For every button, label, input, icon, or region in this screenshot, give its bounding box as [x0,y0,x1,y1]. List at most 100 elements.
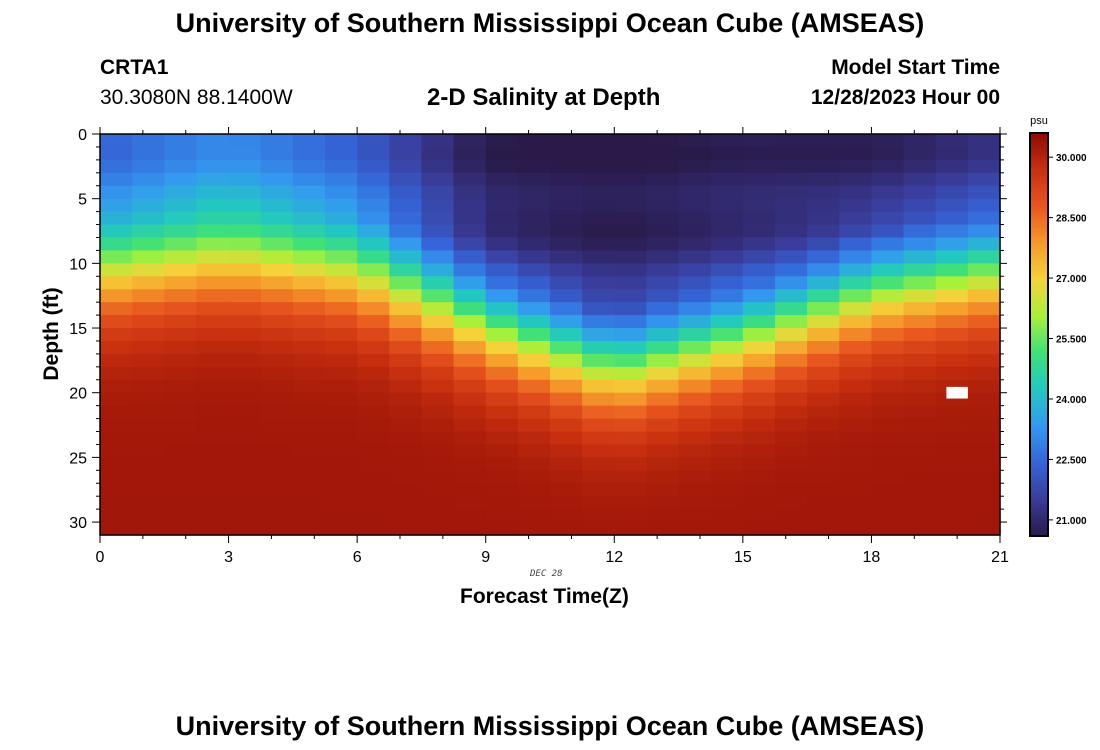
heatmap-cell [967,237,1001,252]
heatmap-cell [646,198,680,213]
heatmap-cell [517,315,551,329]
heatmap-cell [228,211,262,226]
heatmap-cell [775,289,808,303]
date-note: DEC 28 [530,569,563,579]
heatmap-cell [742,496,776,510]
heatmap-cell [357,431,390,446]
heatmap-cell [775,366,808,381]
heatmap-cell [325,457,358,471]
heatmap-cell [742,289,776,303]
heatmap-cell [292,302,326,316]
heatmap-cell [967,522,1001,536]
heatmap-cell [228,185,262,200]
heatmap-cell [228,457,262,471]
heatmap-cell [325,250,358,264]
heatmap-cell [678,392,712,407]
heatmap-cell [421,340,455,355]
heatmap-cell [935,444,969,458]
heatmap-cell [228,237,262,252]
heatmap-cell [132,496,165,510]
heatmap-cell [517,159,551,174]
heatmap-cell [453,302,487,316]
heatmap-cell [389,224,423,239]
heatmap-cell [646,496,680,510]
heatmap-cell [614,185,648,200]
heatmap-cell [646,315,680,329]
heatmap-cell [453,522,487,536]
heatmap-cell [325,172,358,187]
heatmap-cell [903,198,937,213]
y-axis-label: Depth (ft) [40,287,63,381]
heatmap-cell [260,483,294,497]
heatmap-cell [742,237,776,252]
heatmap-cell [517,302,551,316]
heatmap-cell [935,134,969,148]
heatmap-cell [614,509,648,523]
heatmap-cell [453,211,487,226]
heatmap-cell [871,418,905,433]
heatmap-cell [260,496,294,510]
heatmap-cell [614,405,648,420]
heatmap-cell [196,159,230,174]
heatmap-cell [357,198,390,213]
heatmap-cell [485,315,519,329]
heatmap-cell [132,302,165,316]
heatmap-cell [967,457,1001,471]
heatmap-cell [485,457,519,471]
heatmap-cell [903,392,937,407]
x-tick-label: 0 [96,549,105,566]
heatmap-cell [357,522,390,536]
heatmap-cell [935,483,969,497]
heatmap-cell [871,392,905,407]
heatmap-cell [871,315,905,329]
heatmap-cell [839,172,873,187]
heatmap-cell [871,172,905,187]
heatmap-cell [164,185,198,200]
heatmap-cell [871,470,905,484]
heatmap-cell [742,172,776,187]
heatmap-cell [164,237,198,252]
heatmap-cell [614,224,648,239]
heatmap-cell [100,315,133,329]
heatmap-cell [614,470,648,484]
heatmap-cell [485,172,519,187]
heatmap-cell [742,405,776,420]
heatmap-cell [775,185,808,200]
colorbar-tick-label: 28.500 [1056,214,1087,225]
heatmap-cell [903,353,937,368]
heatmap-cell [260,353,294,368]
heatmap-cell [839,159,873,174]
heatmap-cell [582,340,615,355]
heatmap-cell [260,328,294,342]
heatmap-cell [100,185,133,200]
x-axis-label: Forecast Time(Z) [460,585,629,608]
heatmap-cell [646,328,680,342]
heatmap-cell [292,237,326,252]
heatmap-cell [325,392,358,407]
heatmap-cell [260,250,294,264]
heatmap-cell [196,431,230,446]
heatmap-cell [710,379,744,394]
heatmap-cell [132,444,165,458]
heatmap-cell [260,172,294,187]
heatmap-cell [903,483,937,497]
heatmap-cell [357,483,390,497]
heatmap-cell [871,224,905,239]
heatmap-cell [196,470,230,484]
heatmap-cell [678,211,712,226]
heatmap-cell [292,444,326,458]
heatmap-cell [517,263,551,277]
heatmap-cell [775,457,808,471]
heatmap-cell [775,379,808,394]
heatmap-cell [389,392,423,407]
heatmap-cell [582,470,615,484]
heatmap-cell [132,353,165,368]
heatmap-cell [742,185,776,200]
heatmap-cell [517,276,551,290]
heatmap-cell [132,366,165,381]
heatmap-cell [453,172,487,187]
heatmap-cell [164,250,198,264]
heatmap-cell [164,340,198,355]
heatmap-cell [967,340,1001,355]
heatmap-cell [742,276,776,290]
